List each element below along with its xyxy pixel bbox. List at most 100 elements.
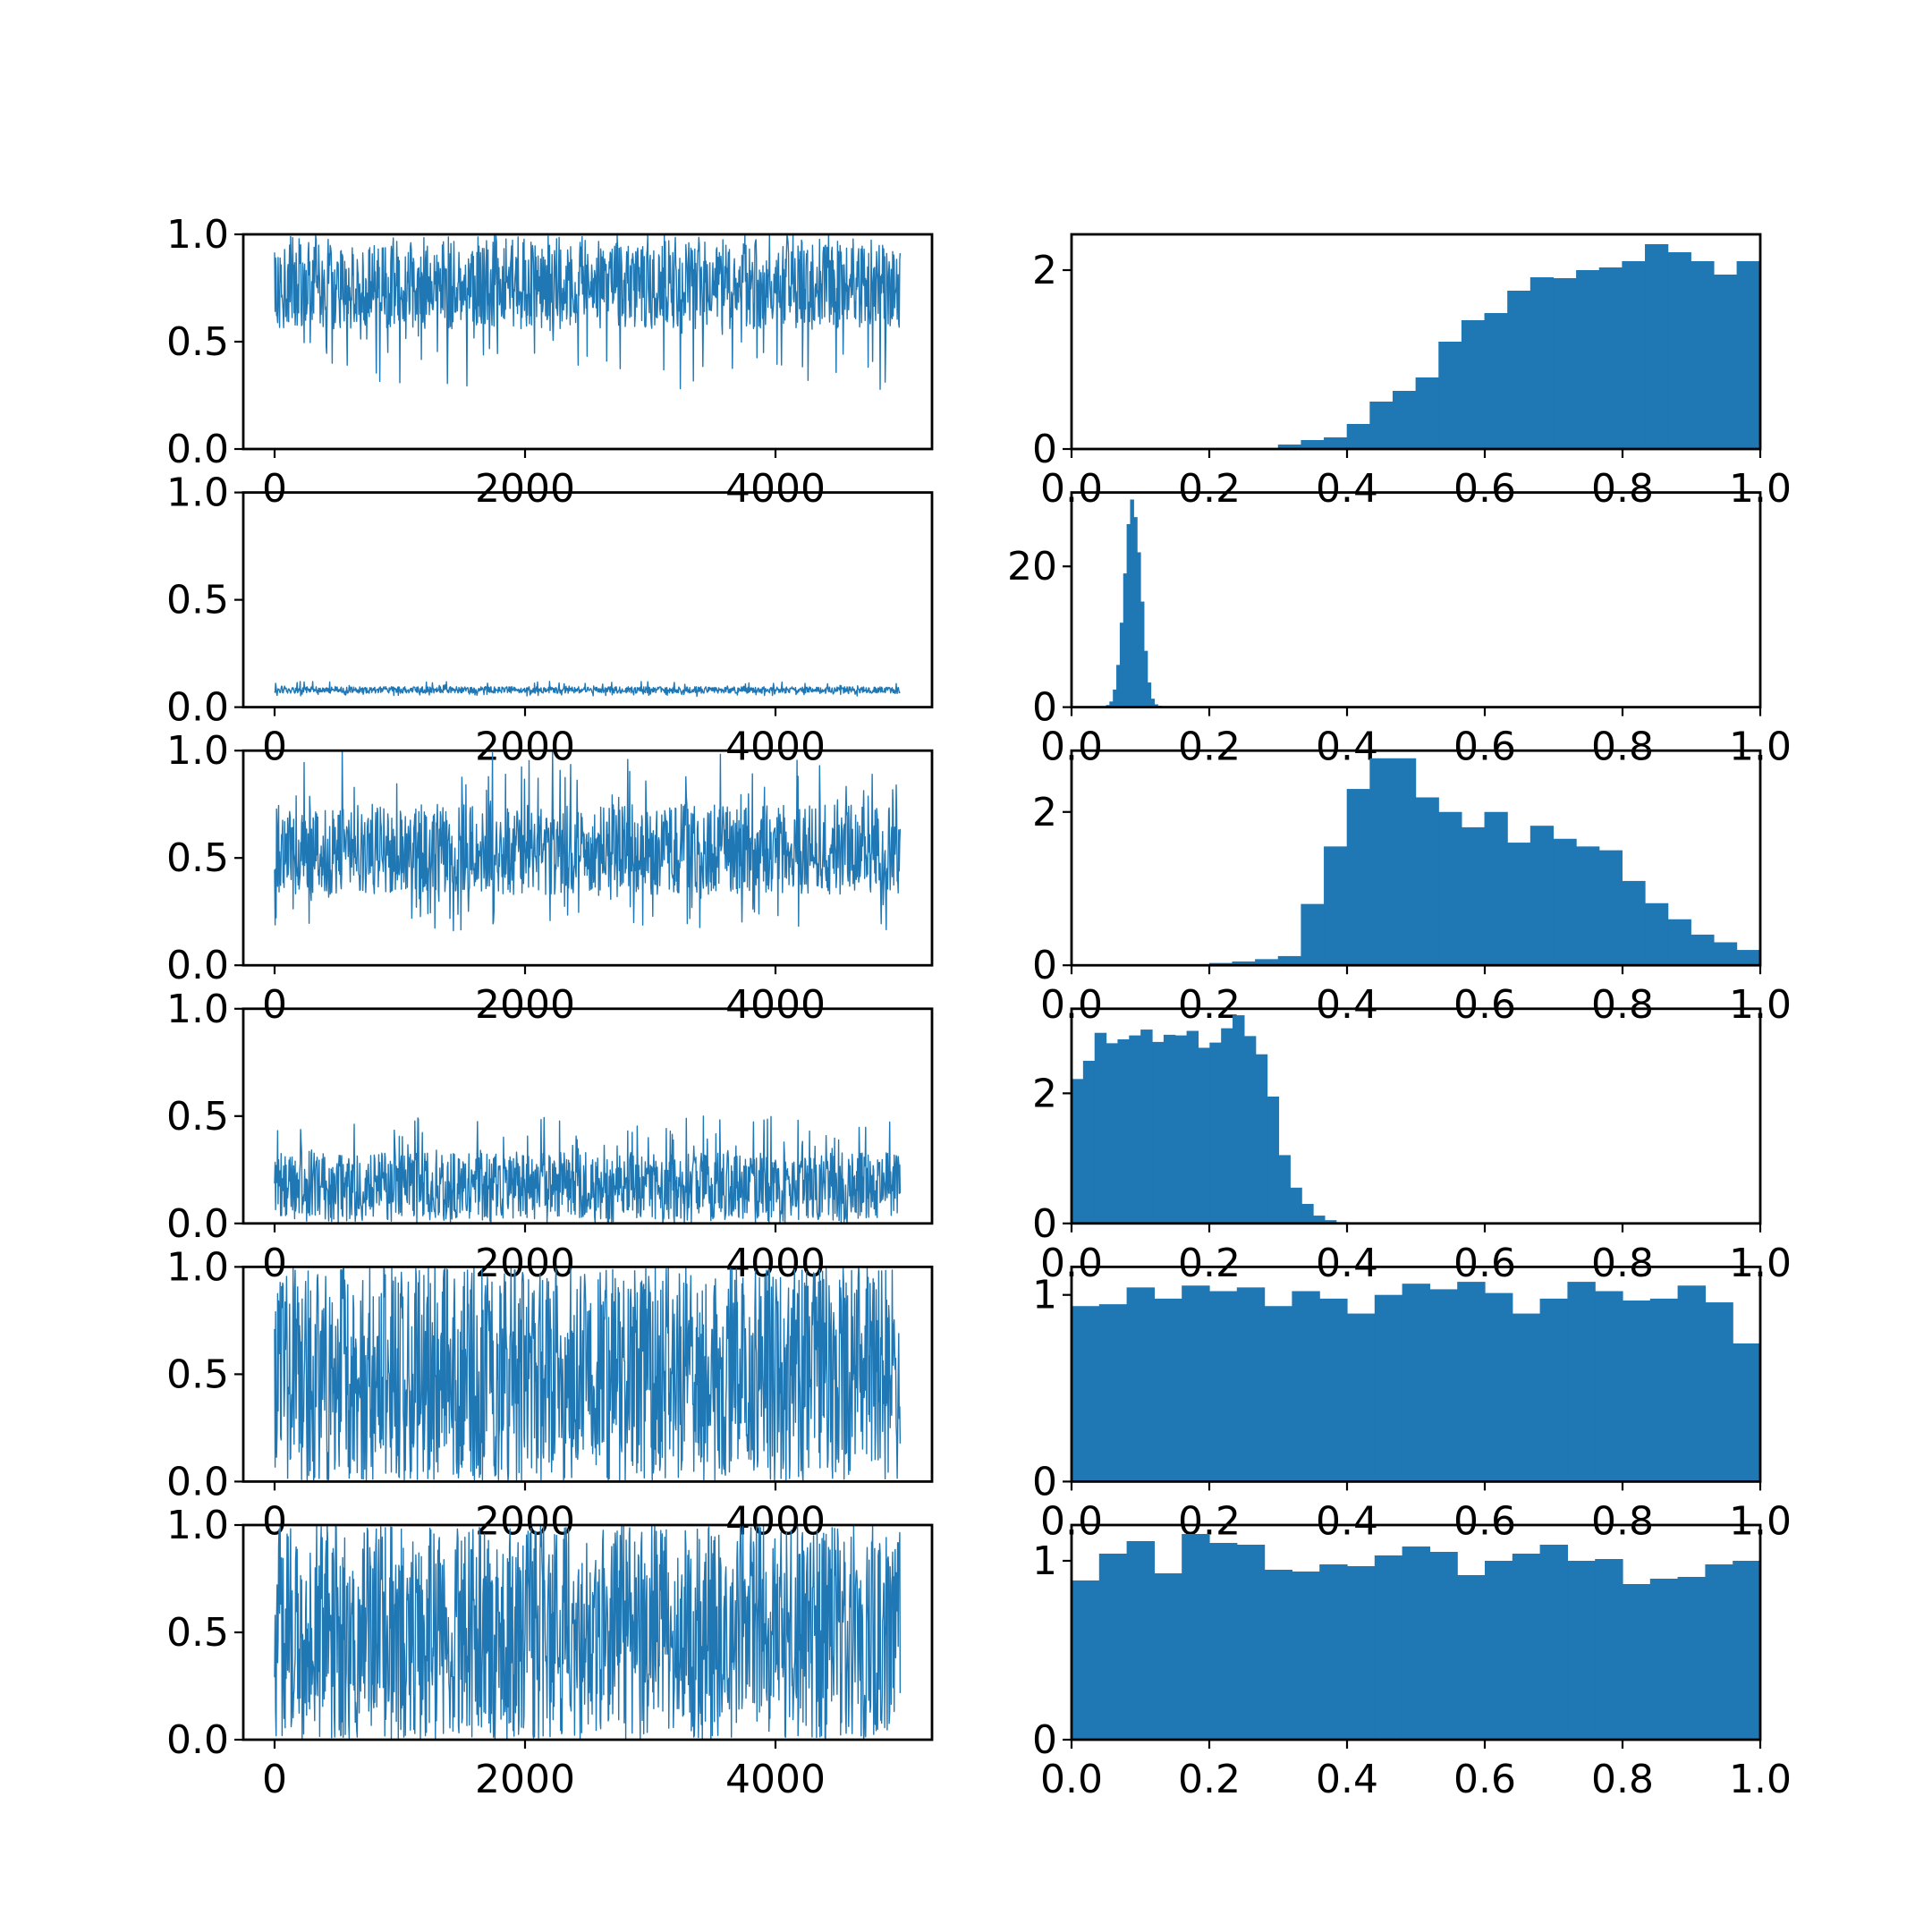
row3-histogram-marks — [1186, 758, 1760, 966]
row3-histogram-bar-25 — [1645, 902, 1669, 966]
row1-histogram-bar-15 — [1415, 377, 1439, 449]
row6-histogram-bar-6 — [1236, 1545, 1266, 1740]
row6-histogram-bar-16 — [1512, 1554, 1541, 1740]
row6-histogram-bar-20 — [1623, 1584, 1651, 1740]
row1-histogram-bar-27 — [1690, 261, 1715, 449]
row4-histogram-bar-13 — [1221, 1028, 1233, 1224]
row4-trace-ytick-label-1: 0.5 — [166, 1094, 229, 1140]
row2-histogram-bar-12 — [1147, 682, 1152, 708]
row1-histogram-bar-14 — [1392, 391, 1417, 449]
row2-trace-xtick-label-0: 0 — [262, 724, 287, 770]
row1-histogram-xtick-label-2: 0.4 — [1316, 466, 1378, 512]
row5-histogram-bar-24 — [1733, 1343, 1760, 1482]
row4-histogram-bar-16 — [1255, 1054, 1268, 1224]
row5-histogram-bar-9 — [1319, 1298, 1348, 1482]
row6-trace-panel: 0.0 0.5 1.0 0 2000 4000 — [166, 1503, 934, 1802]
row4-trace-panel: 0.0 0.5 1.0 0 2000 4000 — [166, 987, 934, 1286]
row3-histogram-bar-10 — [1301, 903, 1325, 966]
row5-trace-xtick-label-0: 0 — [262, 1498, 287, 1544]
row2-histogram-bar-3 — [1116, 665, 1121, 708]
row1-histogram-xtick-label-4: 0.8 — [1591, 466, 1654, 512]
row6-histogram-xtick-label-1: 0.2 — [1178, 1757, 1241, 1802]
row2-histogram-ytick-label-0: 0 — [1032, 685, 1057, 731]
row1-histogram-marks — [1277, 244, 1760, 449]
row4-histogram-bar-19 — [1290, 1187, 1302, 1224]
row5-histogram-bar-1 — [1098, 1304, 1128, 1482]
row2-histogram-bar-4 — [1119, 623, 1124, 708]
row5-trace-marks — [274, 1267, 902, 1482]
row5-histogram-bar-3 — [1154, 1298, 1182, 1482]
row2-histogram-xtick-label-2: 0.4 — [1316, 724, 1378, 770]
row3-histogram-bar-23 — [1598, 850, 1623, 966]
row6-trace-marks — [274, 1525, 902, 1740]
row1-histogram-bar-24 — [1622, 261, 1646, 449]
row4-histogram-bar-7 — [1152, 1041, 1165, 1224]
row2-trace-xtick-label-2: 4000 — [725, 724, 826, 770]
row3-histogram-bar-16 — [1438, 811, 1462, 966]
row3-trace-trace-line — [274, 750, 902, 932]
row3-histogram-bar-12 — [1346, 789, 1370, 966]
row2-trace-ytick-label-0: 0.0 — [166, 685, 229, 731]
row2-histogram-bar-2 — [1113, 689, 1117, 708]
row4-histogram-bar-21 — [1313, 1216, 1326, 1224]
row4-trace-xtick-label-1: 2000 — [475, 1241, 575, 1286]
row2-histogram-xtick-label-3: 0.6 — [1453, 724, 1516, 770]
row2-histogram-axes-frame — [1070, 491, 1762, 708]
row6-trace-xtick-label-2: 4000 — [725, 1757, 826, 1802]
row5-histogram-bar-13 — [1429, 1289, 1458, 1482]
row4-trace-xtick-label-0: 0 — [262, 1241, 287, 1286]
row1-histogram-xtick-label-1: 0.2 — [1178, 466, 1241, 512]
row5-histogram-xtick-label-3: 0.6 — [1453, 1498, 1516, 1544]
row4-histogram-bar-5 — [1129, 1035, 1141, 1224]
row6-histogram-bar-2 — [1126, 1541, 1155, 1740]
row3-trace-ytick-label-2: 1.0 — [166, 728, 229, 774]
row2-histogram-bar-5 — [1123, 573, 1128, 708]
row2-histogram-bar-1 — [1109, 701, 1114, 708]
row4-histogram-bar-0 — [1072, 1079, 1084, 1224]
row2-trace-xtick-label-1: 2000 — [475, 724, 575, 770]
row4-histogram-bar-3 — [1106, 1043, 1119, 1224]
row1-histogram-bar-13 — [1369, 402, 1394, 449]
row1-trace-panel: 0.0 0.5 1.0 0 2000 4000 — [166, 212, 934, 512]
row6-trace-trace-line — [274, 1525, 902, 1740]
row4-histogram-bar-17 — [1267, 1096, 1280, 1224]
row1-histogram-bar-19 — [1507, 291, 1531, 449]
row1-histogram-bar-20 — [1530, 277, 1555, 449]
row5-trace-xtick-label-1: 2000 — [475, 1498, 575, 1544]
row1-trace-xtick-label-1: 2000 — [475, 466, 575, 512]
row3-histogram-bar-20 — [1530, 826, 1555, 966]
row2-histogram-bar-13 — [1150, 699, 1155, 708]
row3-histogram-bar-8 — [1255, 959, 1279, 966]
row1-trace-ytick-label-1: 0.5 — [166, 319, 229, 365]
row2-histogram-bar-7 — [1130, 499, 1134, 708]
row4-histogram-bar-4 — [1117, 1038, 1130, 1224]
row2-histogram-bar-11 — [1143, 650, 1148, 708]
row3-trace-xtick-label-0: 0 — [262, 982, 287, 1028]
row1-trace-ytick-label-2: 1.0 — [166, 212, 229, 258]
row6-trace-ytick-label-2: 1.0 — [166, 1503, 229, 1548]
row6-histogram-marks — [1072, 1534, 1760, 1740]
row4-trace-ytick-label-2: 1.0 — [166, 987, 229, 1032]
row6-histogram-bar-15 — [1485, 1561, 1513, 1740]
row5-histogram-axes-frame — [1070, 1266, 1762, 1483]
row3-histogram-xtick-label-3: 0.6 — [1453, 982, 1516, 1028]
row4-histogram-bar-14 — [1233, 1015, 1245, 1224]
row5-histogram-bar-2 — [1126, 1287, 1155, 1482]
row5-histogram-bar-20 — [1623, 1300, 1651, 1482]
row3-trace-marks — [274, 750, 902, 932]
row3-histogram-xtick-label-4: 0.8 — [1591, 982, 1654, 1028]
row2-histogram-ytick-label-1: 20 — [1007, 544, 1057, 589]
row3-histogram-bar-21 — [1553, 838, 1577, 966]
row1-histogram-bar-21 — [1553, 278, 1577, 449]
row6-histogram-bar-24 — [1733, 1561, 1760, 1740]
row3-trace-ytick-label-1: 0.5 — [166, 835, 229, 881]
row4-histogram-bar-18 — [1278, 1155, 1291, 1224]
row3-histogram-bar-9 — [1277, 955, 1302, 966]
row3-trace-xtick-label-1: 2000 — [475, 982, 575, 1028]
row6-histogram-bar-7 — [1264, 1570, 1292, 1740]
row3-histogram-bar-17 — [1461, 826, 1486, 966]
row6-histogram-xtick-label-4: 0.8 — [1591, 1757, 1654, 1802]
row6-trace-xtick-label-1: 2000 — [475, 1757, 575, 1802]
row3-histogram-bar-15 — [1415, 797, 1439, 966]
row6-histogram-bar-23 — [1705, 1564, 1733, 1740]
